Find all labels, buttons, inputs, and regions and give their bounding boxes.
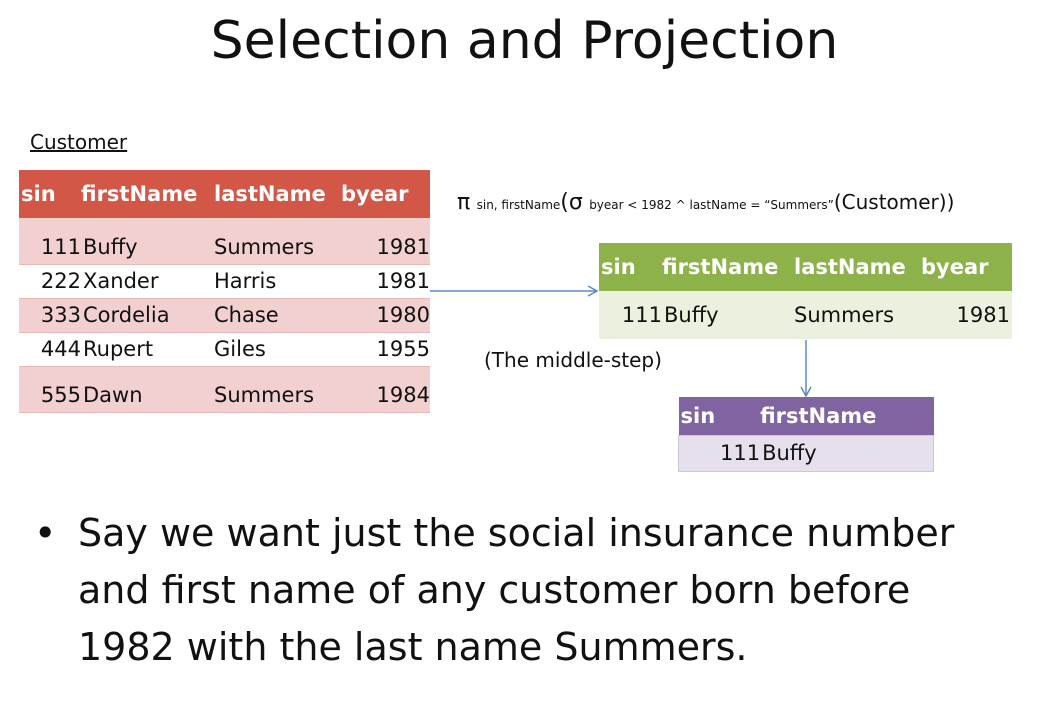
cell-byear: 1984 bbox=[376, 383, 430, 407]
col-firstname: firstName bbox=[760, 403, 877, 428]
table-row: 111 Buffy Summers 1981 bbox=[599, 291, 1012, 339]
cell-byear: 1955 bbox=[376, 337, 430, 361]
cell-sin: 333 bbox=[40, 303, 81, 327]
col-sin: sin bbox=[601, 255, 636, 279]
cell-firstname: Buffy bbox=[664, 303, 719, 327]
cell-byear: 1981 bbox=[956, 303, 1010, 327]
table-row: 111 Buffy bbox=[678, 435, 934, 471]
bullet-icon: • bbox=[34, 511, 57, 555]
cell-firstname: Dawn bbox=[83, 383, 143, 407]
cell-firstname: Buffy bbox=[83, 234, 138, 259]
cell-lastname: Summers bbox=[794, 303, 895, 327]
cell-sin: 555 bbox=[40, 383, 81, 407]
arrow-customer-to-middle bbox=[430, 285, 599, 297]
col-lastname: lastName bbox=[794, 255, 906, 279]
open-paren: ( bbox=[560, 190, 569, 215]
middle-header-row: sin firstName lastName byear bbox=[599, 243, 1012, 291]
cell-lastname: Giles bbox=[214, 337, 266, 361]
relation-argument: (Customer)) bbox=[833, 190, 955, 214]
selection-symbol: σ bbox=[568, 190, 583, 215]
cell-byear: 1981 bbox=[376, 269, 430, 293]
middle-step-note: (The middle-step) bbox=[484, 348, 662, 372]
cell-firstname: Cordelia bbox=[83, 303, 170, 327]
col-byear: byear bbox=[341, 182, 409, 206]
cell-lastname: Harris bbox=[214, 269, 277, 293]
col-firstname: firstName bbox=[662, 255, 779, 279]
customer-table-caption: Customer bbox=[30, 130, 128, 154]
cell-sin: 222 bbox=[40, 269, 81, 293]
cell-sin: 444 bbox=[40, 337, 81, 361]
cell-lastname: Summers bbox=[214, 383, 315, 407]
projection-symbol: π bbox=[457, 190, 471, 215]
relational-algebra-expression: π sin, firstName(σ byear < 1982 ^ lastNa… bbox=[457, 190, 954, 215]
cell-byear: 1980 bbox=[376, 303, 430, 327]
cell-firstname: Rupert bbox=[83, 337, 154, 361]
cell-sin: 111 bbox=[719, 441, 761, 465]
cell-firstname: Buffy bbox=[762, 441, 817, 465]
col-firstname: firstName bbox=[81, 182, 198, 206]
cell-sin: 111 bbox=[621, 303, 662, 327]
col-sin: sin bbox=[21, 182, 56, 206]
cell-lastname: Chase bbox=[214, 303, 279, 327]
customer-table: sin firstName lastName byear 111 Buffy S… bbox=[19, 170, 430, 413]
bullet-text: Say we want just the social insurance nu… bbox=[78, 511, 955, 669]
col-sin: sin bbox=[680, 403, 716, 428]
slide-title: Selection and Projection bbox=[210, 11, 839, 71]
table-row: 222 Xander Harris 1981 bbox=[19, 264, 430, 298]
arrow-middle-to-result bbox=[800, 340, 812, 398]
col-byear: byear bbox=[921, 255, 989, 279]
customer-header-row: sin firstName lastName byear bbox=[19, 170, 430, 218]
cell-sin: 111 bbox=[40, 234, 81, 259]
col-lastname: lastName bbox=[214, 182, 326, 206]
table-row: 555 Dawn Summers 1984 bbox=[19, 366, 430, 412]
projection-attributes: sin, firstName bbox=[476, 198, 561, 212]
cell-firstname: Xander bbox=[83, 269, 159, 293]
result-table: sin firstName 111 Buffy bbox=[678, 397, 934, 472]
cell-lastname: Summers bbox=[214, 234, 315, 259]
table-row: 333 Cordelia Chase 1980 bbox=[19, 298, 430, 332]
selection-condition: byear < 1982 ^ lastName = “Summers” bbox=[589, 198, 834, 212]
result-header-row: sin firstName bbox=[678, 397, 934, 435]
middle-step-table: sin firstName lastName byear 111 Buffy S… bbox=[599, 243, 1012, 339]
table-row: 444 Rupert Giles 1955 bbox=[19, 332, 430, 366]
table-row: 111 Buffy Summers 1981 bbox=[19, 218, 430, 264]
cell-byear: 1981 bbox=[376, 234, 430, 259]
